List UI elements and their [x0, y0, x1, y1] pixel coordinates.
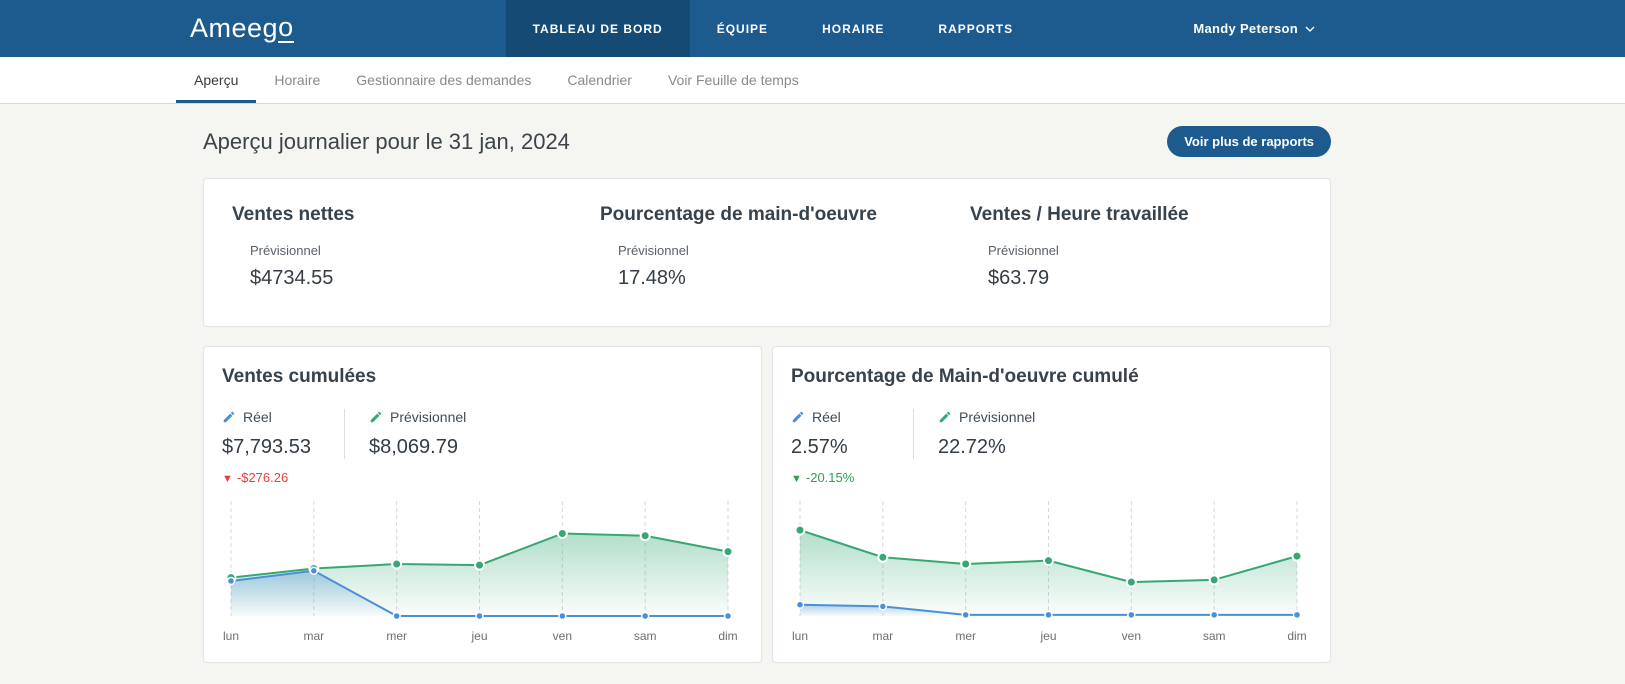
main-nav: TABLEAU DE BORD ÉQUIPE HORAIRE RAPPORTS [505, 0, 1041, 57]
pencil-icon [792, 411, 804, 423]
logo-text-underlined: o [278, 12, 294, 43]
pencil-icon [223, 411, 235, 423]
variance-value: -20.15% [805, 470, 855, 485]
svg-text:mar: mar [872, 629, 893, 643]
svg-text:sam: sam [634, 629, 657, 643]
tab-apercu[interactable]: Aperçu [176, 57, 257, 103]
ameego-logo[interactable]: Ameeg o [190, 0, 294, 57]
svg-text:lun: lun [223, 629, 239, 643]
legend-label: Réel [243, 409, 272, 425]
tab-voir-feuille-de-temps[interactable]: Voir Feuille de temps [667, 72, 799, 88]
stat-label: Prévisionnel [618, 243, 689, 258]
stat-title: Ventes / Heure travaillée [970, 204, 1189, 225]
chevron-down-icon [1305, 26, 1315, 32]
secondary-nav: Aperçu Horaire Gestionnaire des demandes… [0, 57, 1625, 104]
user-menu[interactable]: Mandy Peterson [1193, 0, 1315, 57]
nav-item-horaire[interactable]: HORAIRE [822, 21, 885, 36]
cumulative-labour-card: Pourcentage de Main-d'oeuvre cumulé Réel… [772, 346, 1331, 663]
tab-gestionnaire-des-demandes[interactable]: Gestionnaire des demandes [356, 72, 532, 88]
svg-text:jeu: jeu [1039, 629, 1056, 643]
stat-net-sales: Ventes nettes Prévisionnel $4734.55 [232, 204, 600, 290]
chart-legend: Réel 2.57% Prévisionnel 22.72% [791, 409, 1306, 459]
charts-row: Ventes cumulées Réel $7,793.53 Prévision… [203, 346, 1331, 663]
pencil-icon [939, 411, 951, 423]
stat-labour-percentage: Pourcentage de main-d'oeuvre Prévisionne… [600, 204, 970, 290]
legend-actual: Réel $7,793.53 [222, 409, 344, 459]
legend-value: 22.72% [938, 436, 1006, 458]
down-triangle-icon: ▼ [791, 473, 802, 485]
chart-legend: Réel $7,793.53 Prévisionnel $8,069.79 [222, 409, 737, 459]
down-triangle-icon: ▼ [222, 473, 233, 485]
svg-text:dim: dim [718, 629, 737, 643]
cumulative-sales-card: Ventes cumulées Réel $7,793.53 Prévision… [203, 346, 762, 663]
stat-sales-per-hour: Ventes / Heure travaillée Prévisionnel $… [970, 204, 1189, 290]
nav-item-tableau-de-bord[interactable]: TABLEAU DE BORD [505, 0, 690, 57]
stat-label: Prévisionnel [250, 243, 321, 258]
legend-label: Prévisionnel [390, 409, 467, 425]
legend-value: $7,793.53 [222, 436, 311, 458]
tab-horaire[interactable]: Horaire [274, 72, 321, 88]
legend-forecast: Prévisionnel 22.72% [913, 409, 1059, 459]
page-title: Aperçu journalier pour le 31 jan, 2024 [203, 128, 570, 154]
svg-text:mer: mer [386, 629, 407, 643]
svg-text:ven: ven [553, 629, 572, 643]
legend-value: 2.57% [791, 436, 848, 458]
nav-item-equipe[interactable]: ÉQUIPE [716, 21, 769, 36]
page-header: Aperçu journalier pour le 31 jan, 2024 V… [203, 126, 1331, 157]
legend-label: Prévisionnel [959, 409, 1036, 425]
cumulative-sales-chart: lun mar mer jeu ven sam dim [222, 493, 738, 650]
variance-indicator: ▼ -$276.26 [222, 470, 737, 485]
svg-text:mar: mar [303, 629, 324, 643]
variance-indicator: ▼ -20.15% [791, 470, 1306, 485]
svg-text:mer: mer [955, 629, 976, 643]
top-navbar: Ameeg o TABLEAU DE BORD ÉQUIPE HORAIRE RA… [0, 0, 1625, 57]
legend-forecast: Prévisionnel $8,069.79 [344, 409, 490, 459]
stat-label: Prévisionnel [988, 243, 1059, 258]
main-content: Aperçu journalier pour le 31 jan, 2024 V… [203, 104, 1331, 663]
chart-title: Pourcentage de Main-d'oeuvre cumulé [791, 366, 1139, 387]
cumulative-labour-chart: lun mar mer jeu ven sam dim [791, 493, 1307, 650]
legend-actual: Réel 2.57% [791, 409, 913, 459]
svg-text:jeu: jeu [470, 629, 487, 643]
stat-value: $63.79 [988, 267, 1050, 289]
nav-item-rapports[interactable]: RAPPORTS [938, 21, 1014, 36]
svg-text:sam: sam [1203, 629, 1226, 643]
stat-value: $4734.55 [250, 267, 334, 289]
chart-title: Ventes cumulées [222, 366, 377, 387]
legend-label: Réel [812, 409, 841, 425]
user-name: Mandy Peterson [1193, 21, 1298, 36]
daily-summary-card: Ventes nettes Prévisionnel $4734.55 Pour… [203, 178, 1331, 327]
view-more-reports-button[interactable]: Voir plus de rapports [1167, 126, 1331, 157]
stat-title: Ventes nettes [232, 204, 355, 225]
variance-value: -$276.26 [236, 470, 289, 485]
stat-title: Pourcentage de main-d'oeuvre [600, 204, 877, 225]
logo-text: Ameeg [190, 13, 279, 43]
svg-text:lun: lun [792, 629, 808, 643]
svg-text:dim: dim [1287, 629, 1306, 643]
stat-value: 17.48% [618, 267, 686, 289]
legend-value: $8,069.79 [369, 436, 458, 458]
pencil-icon [370, 411, 382, 423]
svg-text:ven: ven [1122, 629, 1141, 643]
tab-calendrier[interactable]: Calendrier [567, 72, 632, 88]
